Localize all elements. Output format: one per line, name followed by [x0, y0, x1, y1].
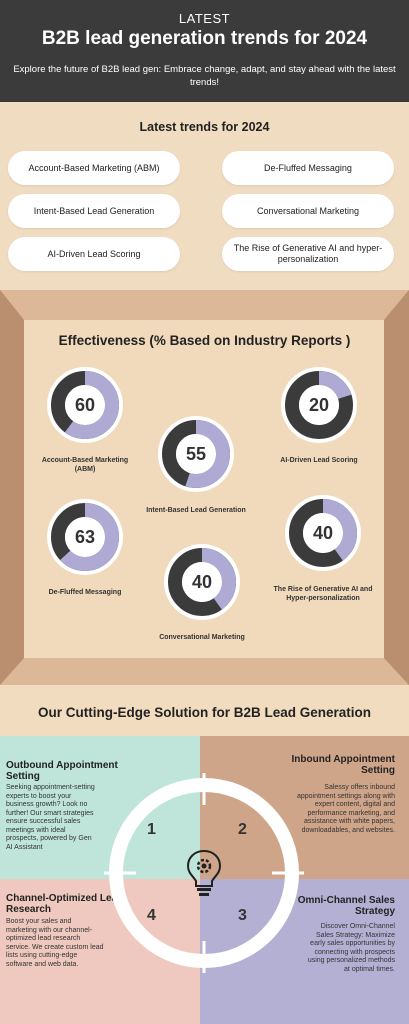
donut-value: 20 — [308, 394, 330, 415]
step-number-1: 1 — [147, 821, 156, 838]
donut-value: 55 — [185, 443, 207, 464]
donut-center — [176, 434, 216, 474]
trend-pill-abm: Account-Based Marketing (ABM) — [8, 151, 180, 185]
trends-title: Latest trends for 2024 — [139, 120, 270, 134]
quadrant-title: Omni-Channel Sales Strategy — [297, 895, 395, 917]
donut-center — [299, 385, 339, 425]
process-ring — [104, 773, 304, 973]
donut-center — [303, 513, 343, 553]
solution-section: Our Cutting-Edge Solution for B2B Lead G… — [0, 685, 409, 1024]
donut-value-arc — [162, 420, 230, 488]
donut-value: 60 — [74, 394, 96, 415]
header-eyebrow: LATEST — [178, 11, 231, 26]
donut-generative-ai: 40 — [284, 494, 362, 572]
trends-section: Latest trends for 2024 Account-Based Mar… — [0, 102, 409, 300]
donut-intent: 55 — [157, 415, 235, 493]
effectiveness-title: Effectiveness (% Based on Industry Repor… — [58, 333, 351, 348]
donut-value-arc — [285, 371, 353, 439]
step-number-2: 2 — [238, 821, 247, 838]
donut-label-intent: Intent-Based Lead Generation — [146, 507, 246, 514]
donut-value: 40 — [191, 571, 213, 592]
donut-label-abm: Account-Based Marketing (ABM) — [41, 457, 129, 473]
header: LATEST B2B lead generation trends for 20… — [0, 0, 409, 102]
donut-label-generative-ai: The Rise of Generative AI and Hyper-pers… — [273, 586, 373, 602]
donut-ai-scoring: 20 — [280, 366, 358, 444]
donut-label-defluffed: De-Fluffed Messaging — [48, 589, 122, 596]
quadrant-body: Seeking appointment-setting experts to b… — [6, 784, 95, 851]
lightbulb-gear-icon — [186, 849, 222, 896]
header-description: Explore the future of B2B lead gen: Embr… — [13, 64, 396, 88]
trend-pill-defluffed: De-Fluffed Messaging — [222, 151, 394, 185]
quadrant-title: Outbound Appointment Setting — [6, 760, 118, 782]
quadrant-outbound: Outbound Appointment Setting Seeking app… — [0, 736, 200, 879]
quadrant-body: Discover Omni-Channel Sales Strategy: Ma… — [307, 923, 395, 973]
trend-pill-ai-scoring: AI-Driven Lead Scoring — [8, 237, 180, 271]
quadrant-title: Inbound Appointment Setting — [291, 754, 396, 776]
trend-pill-conversational: Conversational Marketing — [222, 194, 394, 228]
quadrant-body: Salessy offers inbound appointment setti… — [296, 784, 395, 834]
donut-value: 63 — [74, 526, 96, 547]
donut-value-arc — [51, 371, 119, 439]
donut-label-ai-scoring: AI-Driven Lead Scoring — [280, 457, 358, 464]
quadrant-title: Channel-Optimized Lead Research — [6, 893, 124, 915]
effectiveness-section: Effectiveness (% Based on Industry Repor… — [0, 290, 409, 685]
step-number-4: 4 — [147, 907, 156, 924]
donut-defluffed: 63 — [46, 498, 124, 576]
trend-pill-intent: Intent-Based Lead Generation — [8, 194, 180, 228]
donut-center — [65, 517, 105, 557]
quadrant-inbound: Inbound Appointment Setting Salessy offe… — [200, 736, 409, 879]
page-title: B2B lead generation trends for 2024 — [41, 28, 368, 49]
donut-value-arc — [51, 503, 119, 571]
process-circle: 1 2 3 4 — [104, 773, 304, 973]
trend-pill-generative-ai: The Rise of Generative AI and hyper-pers… — [222, 237, 394, 271]
donut-label-conversational: Conversational Marketing — [159, 634, 245, 641]
donut-value-arc — [289, 499, 357, 567]
donut-value-arc — [168, 548, 236, 616]
donut-value: 40 — [312, 522, 334, 543]
donut-center — [182, 562, 222, 602]
quadrant-body: Boost your sales and marketing with our … — [6, 918, 104, 968]
donut-conversational: 40 — [163, 543, 241, 621]
step-number-3: 3 — [238, 907, 247, 924]
donut-center — [65, 385, 105, 425]
donut-abm: 60 — [46, 366, 124, 444]
solution-title: Our Cutting-Edge Solution for B2B Lead G… — [38, 705, 371, 720]
